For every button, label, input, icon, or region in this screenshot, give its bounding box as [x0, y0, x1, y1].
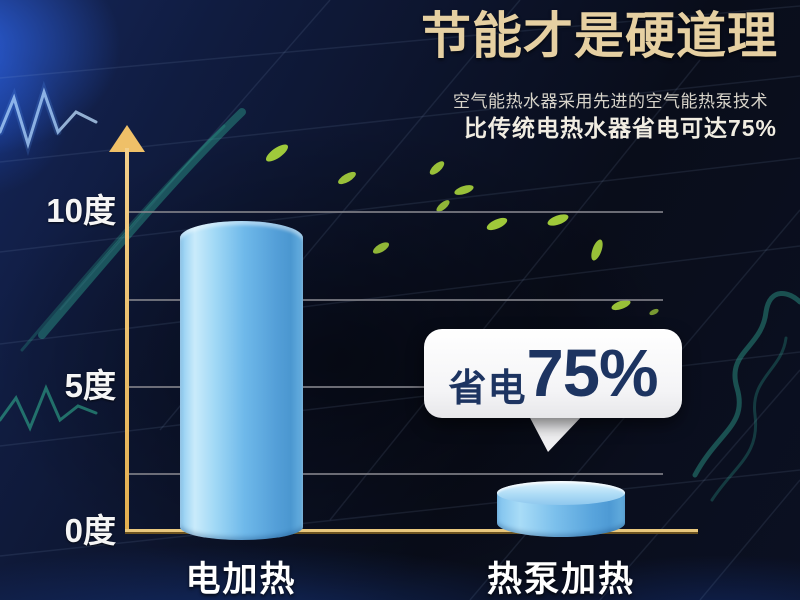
callout-prefix: 省电: [448, 368, 527, 410]
x-axis: [125, 529, 698, 534]
y-tick-5: 5度: [64, 367, 116, 404]
subtitle-line2: 比传统电热水器省电可达75%: [463, 115, 777, 141]
y-axis-arrow-icon: [109, 125, 145, 152]
y-tick-10: 10度: [46, 192, 116, 229]
page-title: 节能才是硬道理: [421, 8, 778, 64]
y-axis: [125, 148, 129, 533]
waveform-decoration: [0, 80, 800, 502]
leaf-decoration: [265, 144, 659, 316]
x-label-electric-heating: 电加热: [185, 560, 297, 599]
gridline-10: [128, 211, 663, 213]
x-label-heat-pump: 热泵加热: [486, 560, 635, 599]
bar-heat-pump: [497, 481, 625, 537]
subtitle-line1: 空气能热水器采用先进的空气能热泵技术: [453, 92, 768, 111]
cylinder-top-cap: [497, 481, 625, 505]
gridline-7-5: [128, 299, 663, 301]
gridline-5: [128, 386, 663, 388]
callout-pointer: [528, 414, 584, 452]
gridline-2-5: [128, 473, 663, 475]
callout-value: 75%: [526, 336, 658, 411]
bar-electric-heating: [180, 221, 303, 540]
y-tick-0: 0度: [64, 512, 116, 549]
savings-callout: 省电 75%: [424, 329, 682, 418]
